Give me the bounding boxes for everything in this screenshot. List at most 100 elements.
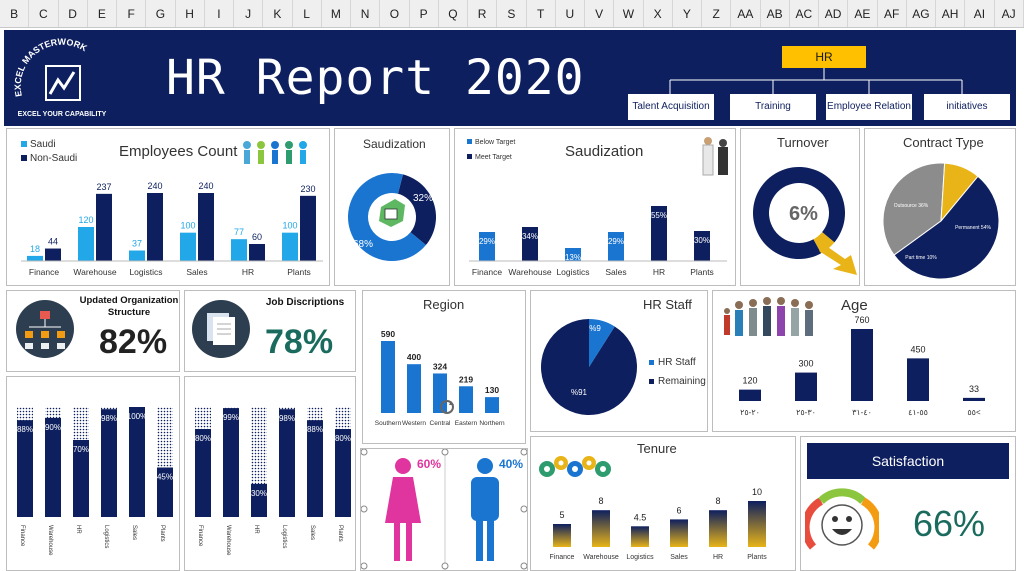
ballot-box-shape: [384, 208, 398, 220]
column-header-x[interactable]: X: [644, 0, 673, 27]
dashboard-sheet: EXCEL MASTERWORK EXCEL YOUR CAPABILITY H…: [0, 28, 1024, 571]
column-header-ae[interactable]: AE: [848, 0, 878, 27]
tenure-bar-warehouse: [592, 510, 610, 547]
hr-staff-slice-hr-staff: [589, 319, 615, 367]
legend-below-swatch: [467, 139, 472, 144]
column-header-s[interactable]: S: [497, 0, 527, 27]
org-structure-panel: Updated Organization Structure 82%: [6, 290, 180, 372]
completion1-bar-plants: [157, 467, 173, 517]
column-header-e[interactable]: E: [88, 0, 117, 27]
employees-value-finance-saudi: 18: [30, 244, 40, 254]
column-header-aa[interactable]: AA: [731, 0, 761, 27]
tenure-title: Tenure: [637, 441, 677, 456]
region-category-southern: Southern: [375, 420, 402, 427]
gender-panel[interactable]: 60% 40%: [360, 448, 528, 571]
saudization-value-warehouse: 34%: [522, 232, 538, 241]
column-header-bar: B C D E F G H I J K L M N O P Q R S T U V W X Y Z AA AB AC AD AE AF AG A…: [0, 0, 1024, 28]
column-header-l[interactable]: L: [293, 0, 322, 27]
column-header-o[interactable]: O: [380, 0, 410, 27]
column-header-b[interactable]: B: [0, 0, 30, 27]
saudization-bars-title: Saudization: [565, 143, 644, 160]
org-root-hr[interactable]: HR: [782, 46, 866, 68]
report-header: EXCEL MASTERWORK EXCEL YOUR CAPABILITY H…: [4, 30, 1016, 126]
contract-label-permanent: Permanent 54%: [955, 225, 991, 231]
column-header-u[interactable]: U: [556, 0, 585, 27]
completion1-category-warehouse: Warehouse: [47, 525, 53, 556]
column-header-y[interactable]: Y: [673, 0, 702, 27]
saudization-bar-warehouse: [522, 227, 538, 261]
employees-bar-finance-saudi: [27, 255, 43, 261]
dept-initiatives[interactable]: initiatives: [924, 94, 1010, 120]
completion1-value-warehouse: 90%: [45, 423, 61, 432]
column-header-n[interactable]: N: [351, 0, 381, 27]
column-header-m[interactable]: M: [322, 0, 351, 27]
completion2-value-plants: 80%: [335, 434, 351, 443]
age-value-2: 760: [854, 315, 869, 325]
age-title: Age: [841, 297, 868, 314]
employees-value-sales-non-saudi: 240: [198, 181, 213, 191]
employees-legend: Saudi Non-Saudi: [21, 139, 77, 164]
saudization-donut-label-saudi: 68%: [353, 239, 373, 250]
contract-label-parttime: Part time 10%: [905, 255, 937, 261]
column-header-k[interactable]: K: [263, 0, 293, 27]
saudization-bars-chart: 29% Finance 34% Warehouse 13% Logistics 29% Sal…: [469, 206, 727, 277]
column-header-d[interactable]: D: [59, 0, 88, 27]
column-header-ai[interactable]: AI: [965, 0, 995, 27]
saudization-category-sales: Sales: [605, 267, 626, 277]
saudization-donut-panel: Saudization 32% 68%: [334, 128, 450, 286]
column-header-ag[interactable]: AG: [907, 0, 936, 27]
satisfaction-value: 66%: [913, 503, 986, 544]
region-panel: Region 590 Southern 400 Western 324 Central 21…: [362, 290, 526, 444]
contract-type-chart: Outsource 36% Part time 10% Permanent 54%: [882, 162, 1000, 280]
employees-bar-hr-saudi: [231, 239, 247, 261]
legend-meet-swatch: [467, 154, 472, 159]
column-header-q[interactable]: Q: [439, 0, 468, 27]
age-bar-0: [739, 389, 761, 401]
hr-staff-panel: HR Staff %9 %91 HR Staff Remaining: [530, 290, 708, 432]
column-header-g[interactable]: G: [146, 0, 176, 27]
column-header-ad[interactable]: AD: [819, 0, 849, 27]
region-category-eastern: Eastern: [455, 420, 478, 427]
completion2-category-plants: Plants: [337, 525, 343, 542]
completion1-value-plants: 45%: [157, 473, 173, 482]
dept-employee-relation[interactable]: Employee Relation: [826, 94, 912, 120]
column-header-i[interactable]: I: [205, 0, 234, 27]
saudization-bar-logistics: [565, 248, 581, 261]
dept-training[interactable]: Training: [730, 94, 816, 120]
column-header-t[interactable]: T: [527, 0, 556, 27]
completion1-category-hr: HR: [75, 525, 81, 534]
completion2-value-warehouse: 99%: [223, 413, 239, 422]
region-category-western: Western: [402, 420, 426, 427]
column-header-v[interactable]: V: [585, 0, 615, 27]
org-structure-title-line1: Updated Organization: [79, 295, 179, 306]
column-header-af[interactable]: AF: [878, 0, 907, 27]
column-header-z[interactable]: Z: [702, 0, 732, 27]
job-desc-title: Job Discriptions: [265, 297, 345, 308]
column-header-w[interactable]: W: [614, 0, 644, 27]
saudization-category-plants: Plants: [690, 267, 714, 277]
tenure-value-sales: 6: [676, 505, 681, 515]
age-category-3: ٥٥-٤١: [908, 408, 928, 417]
completion1-value-finance: 88%: [17, 425, 33, 434]
dept-talent-acquisition[interactable]: Talent Acquisition: [628, 94, 714, 120]
column-header-aj[interactable]: AJ: [995, 0, 1024, 27]
column-header-f[interactable]: F: [117, 0, 147, 27]
column-header-h[interactable]: H: [176, 0, 205, 27]
column-header-c[interactable]: C: [29, 0, 59, 27]
age-bar-2: [851, 329, 873, 401]
column-header-p[interactable]: P: [410, 0, 439, 27]
column-header-ah[interactable]: AH: [936, 0, 966, 27]
documents-icon: [192, 300, 250, 358]
saudization-value-logistics: 13%: [565, 253, 581, 262]
column-header-ac[interactable]: AC: [790, 0, 819, 27]
column-header-r[interactable]: R: [468, 0, 498, 27]
hr-staff-label-hr: %9: [589, 324, 601, 333]
saudization-legend: Below Target Meet Target: [467, 139, 515, 161]
column-header-ab[interactable]: AB: [761, 0, 790, 27]
contract-slice-outsource: [882, 162, 946, 256]
employees-bar-warehouse-non-saudi: [96, 193, 112, 261]
turnover-value: 6%: [789, 203, 818, 225]
column-header-j[interactable]: J: [234, 0, 264, 27]
employees-bar-logistics-saudi: [129, 250, 145, 261]
rotate-handle-icon[interactable]: [437, 397, 457, 417]
